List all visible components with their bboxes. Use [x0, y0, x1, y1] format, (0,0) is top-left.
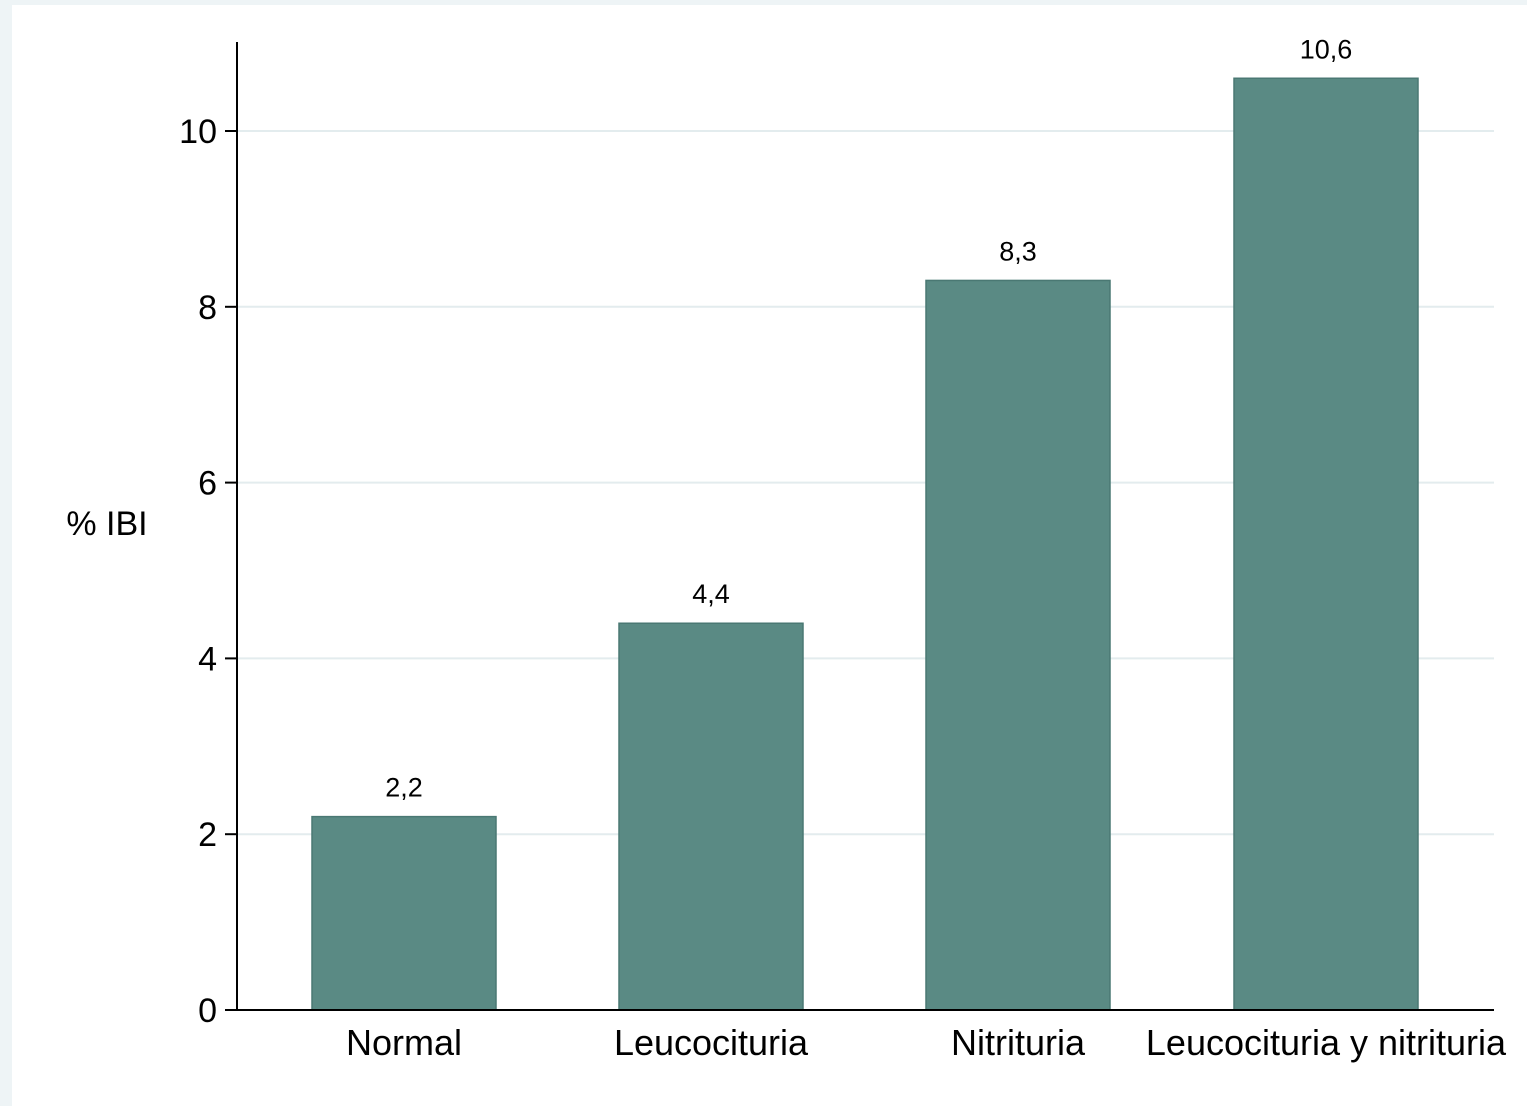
- y-tick-label: 8: [198, 289, 217, 327]
- x-tick-label: Leucocituria: [614, 1022, 809, 1063]
- x-tick-label: Leucocituria y nitrituria: [1146, 1022, 1507, 1063]
- data-label: 4,4: [692, 579, 730, 609]
- y-ticks: 0 2 4 6 8 10: [179, 113, 237, 1030]
- y-tick-label: 0: [198, 992, 217, 1030]
- y-tick-label: 4: [198, 640, 217, 678]
- y-tick-label: 2: [198, 816, 217, 854]
- y-tick-label: 10: [179, 113, 217, 151]
- y-axis-title: % IBI: [66, 505, 147, 543]
- bar-chart: 0 2 4 6 8 10 Normal Leucocituria Nitrituria Leuc…: [66, 34, 1507, 1063]
- data-label: 10,6: [1300, 34, 1353, 64]
- data-labels: 2,2 4,4 8,3 10,6: [385, 34, 1352, 802]
- x-tick-labels: Normal Leucocituria Nitrituria Leucocituria…: [346, 1022, 1507, 1063]
- plot-area: 0 2 4 6 8 10 Normal Leucocituria Nitrituria Leuc…: [12, 5, 1527, 1106]
- data-label: 8,3: [999, 236, 1037, 266]
- y-tick-label: 6: [198, 465, 217, 503]
- bar: [311, 815, 497, 1011]
- axes: [225, 42, 1494, 1011]
- x-tick-label: Nitrituria: [951, 1022, 1086, 1063]
- bar: [618, 622, 804, 1011]
- bar: [925, 279, 1111, 1011]
- bar: [1233, 77, 1419, 1011]
- data-label: 2,2: [385, 773, 423, 803]
- bars: [311, 77, 1419, 1011]
- x-tick-label: Normal: [346, 1022, 462, 1063]
